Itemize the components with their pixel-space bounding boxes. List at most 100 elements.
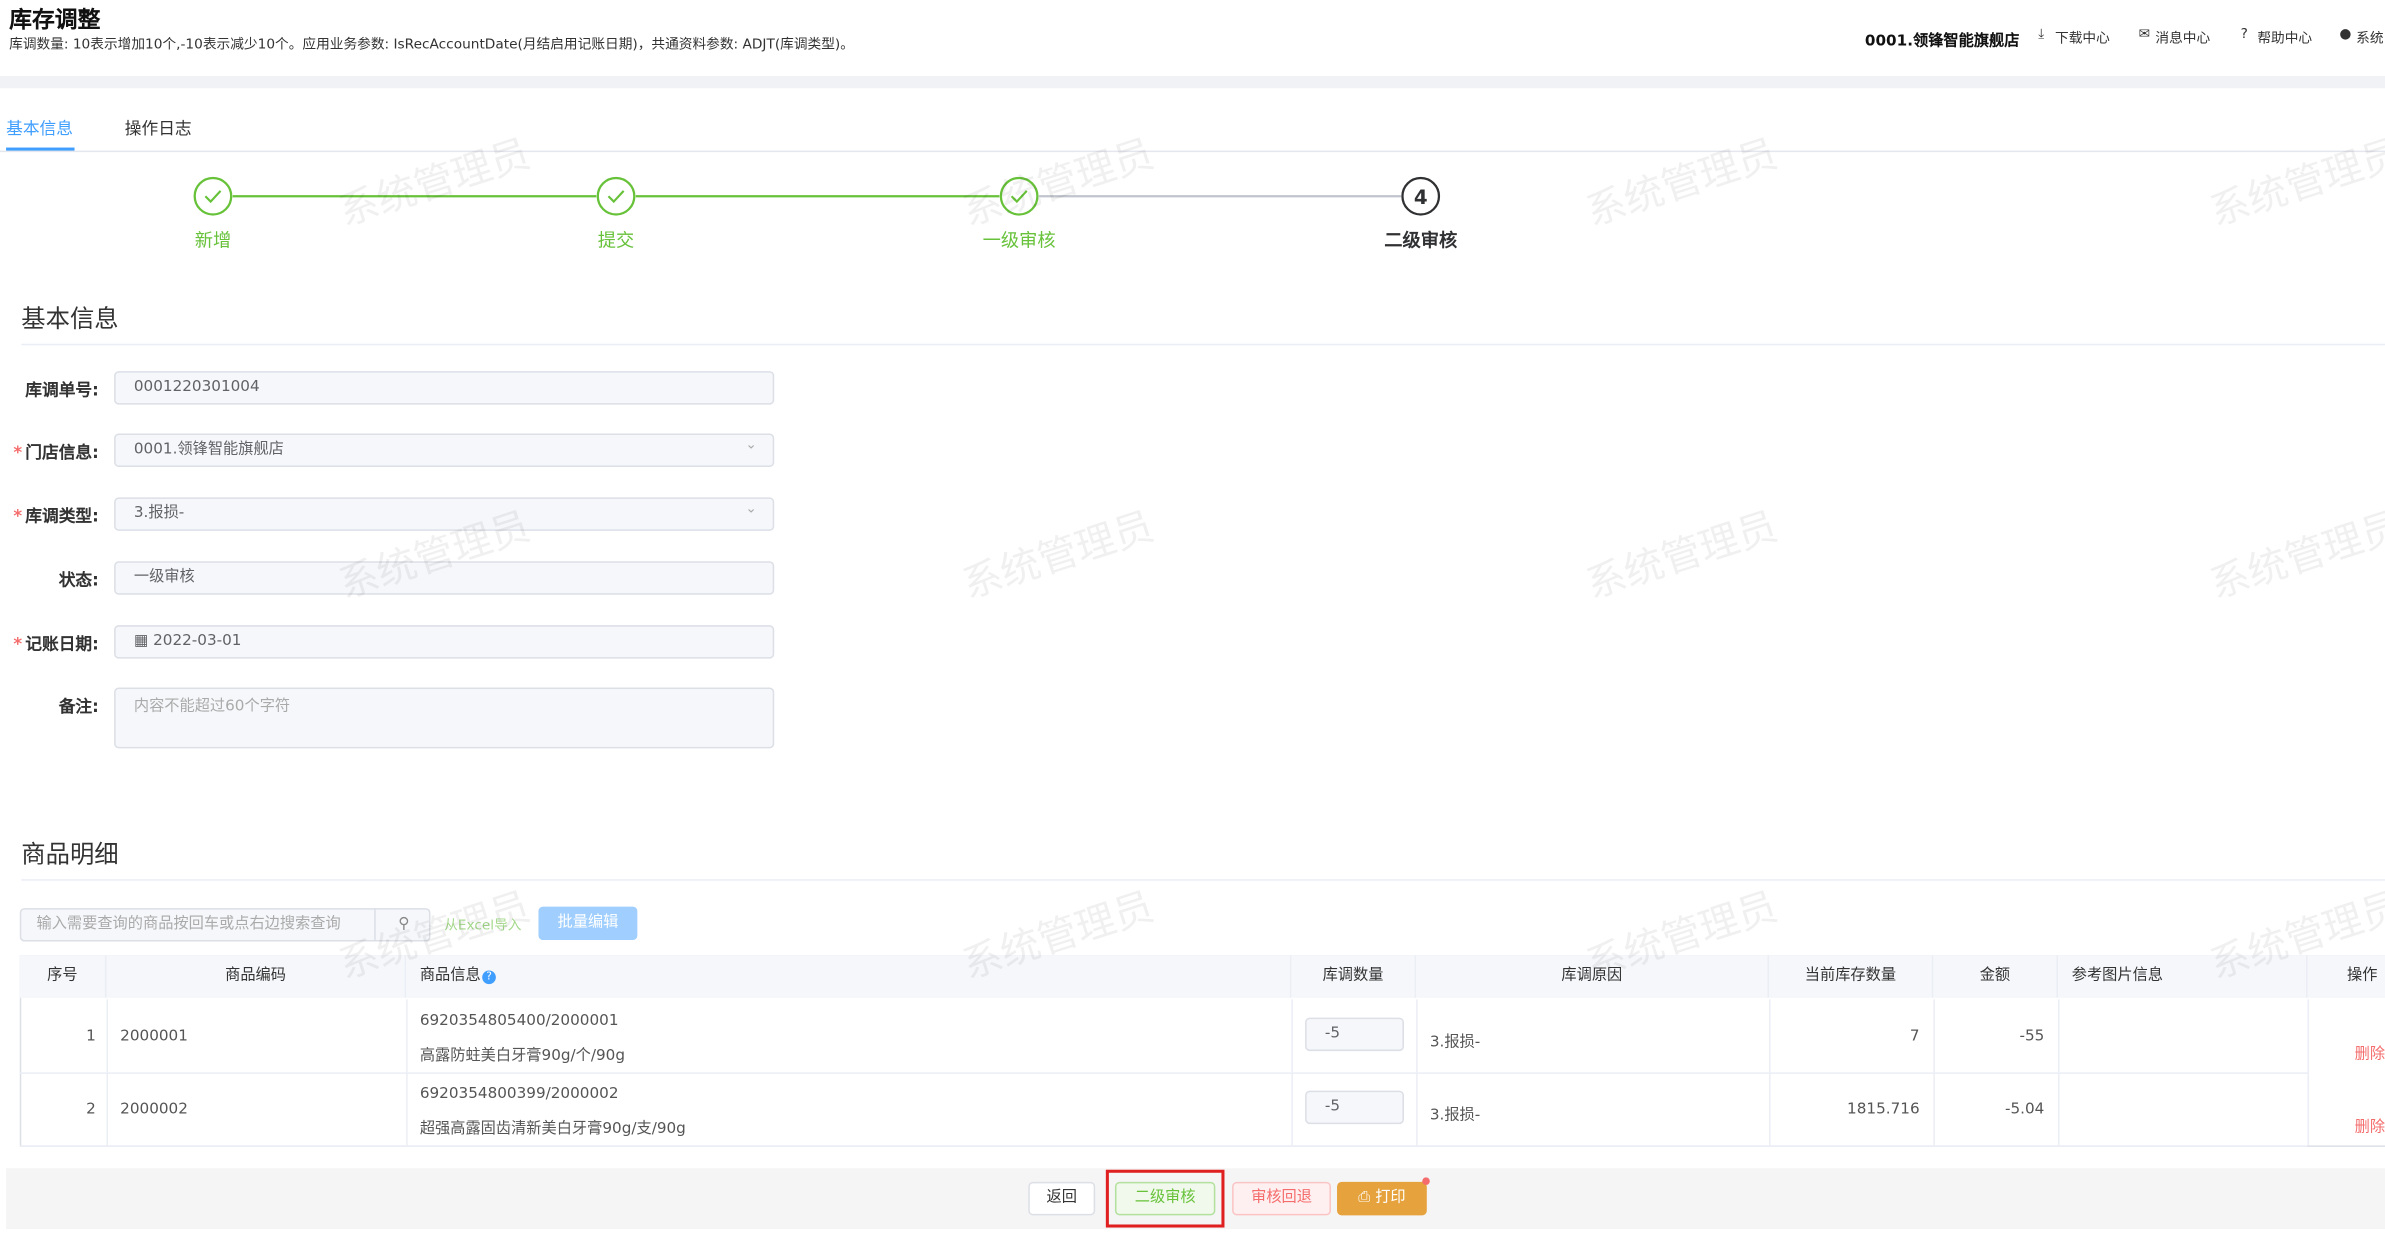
cell-reason: 3.报损- [1429, 1107, 1481, 1125]
page-title: 库存调整 [9, 6, 101, 34]
cell-qty[interactable]: -5 [1305, 1017, 1404, 1052]
back-button[interactable]: 返回 [1028, 1181, 1096, 1216]
cell-amount: -55 [2019, 1028, 2045, 1045]
cell-stock: 1815.716 [1847, 1101, 1920, 1119]
field-value: 2022-03-01 [153, 632, 242, 650]
field-value: 3.报损- [133, 505, 185, 522]
field-label: * 库调类型: [8, 503, 99, 527]
approve-button[interactable]: 二级审核 [1114, 1181, 1216, 1216]
required-mark: * [13, 634, 23, 655]
step-circle [193, 176, 233, 216]
field-value: 0001.领锋智能旗舰店 [133, 441, 284, 458]
col-line [406, 999, 408, 1073]
row-line [19, 1145, 2308, 1147]
search-button[interactable]: ⚲ [374, 908, 432, 942]
step-circle [596, 176, 636, 216]
cell-action[interactable]: 删除 [2354, 1119, 2385, 1137]
col-line [2307, 999, 2310, 1073]
print-button[interactable]: ⎙ 打印 [1337, 1181, 1427, 1216]
field-input[interactable]: 内容不能超过60个字符 [114, 687, 775, 749]
label-text: 记账日期: [25, 634, 99, 655]
help-icon[interactable]: ? [482, 970, 496, 985]
required-mark: * [13, 506, 23, 527]
field-input[interactable]: 0001220301004 [114, 371, 775, 405]
col-line [1416, 1072, 1418, 1146]
cell-barcode: 6920354800399/2000002 [419, 1086, 619, 1103]
nav-icon: ⤓ [2038, 27, 2045, 43]
nav-item[interactable]: 下载中心 [2055, 31, 2110, 48]
label-text: 门店信息: [25, 442, 99, 463]
cell-name: 高露防蛀美白牙膏90g/个/90g [419, 1048, 626, 1065]
field-label: * 记账日期: [8, 631, 99, 655]
field-input[interactable]: ▦ 2022-03-01 [114, 625, 775, 659]
field-input[interactable]: 3.报损- [114, 497, 775, 531]
cell-code: 2000001 [120, 1028, 188, 1045]
nav-item[interactable]: 帮助中心 [2257, 31, 2313, 48]
watermark: 系统管理员 [957, 504, 1160, 609]
highlight-box [1105, 1169, 1225, 1228]
field-value: 内容不能超过60个字符 [133, 698, 291, 715]
table-header: 商品信息? [406, 955, 1292, 998]
table-header: 库调原因 [1416, 955, 1770, 998]
import-link[interactable]: 从Excel导入 [444, 918, 522, 934]
col-line [1291, 999, 1293, 1073]
watermark: 系统管理员 [2204, 504, 2385, 609]
table-header: 金额 [1933, 955, 2059, 998]
step-label: 二级审核 [1384, 229, 1458, 251]
section-line [21, 879, 2385, 881]
field-value: 0001220301004 [133, 378, 260, 396]
field-input[interactable]: 一级审核 [114, 561, 775, 595]
cell-index: 1 [86, 1028, 96, 1045]
store-name[interactable]: 0001.领锋智能旗舰店 [1864, 33, 2020, 51]
field-value: 一级审核 [133, 568, 195, 586]
field-input[interactable]: 0001.领锋智能旗舰店 [114, 433, 775, 467]
table-header: 商品编码 [106, 955, 407, 998]
field-label: * 门店信息: [8, 440, 99, 464]
nav-item[interactable]: 消息中心 [2155, 31, 2211, 48]
field-label: 库调单号: [8, 377, 99, 401]
table-header: 当前库存数量 [1769, 955, 1934, 998]
table-header: 序号 [19, 955, 107, 998]
col-line [2058, 999, 2060, 1073]
steps: 新增 提交 一级审核 4 二级审核 [193, 176, 1458, 251]
print-label: 打印 [1375, 1189, 1406, 1207]
cell-action[interactable]: 删除 [2354, 1046, 2385, 1064]
table-header: 操作 [2307, 955, 2385, 998]
step-number: 4 [1414, 186, 1428, 209]
col-line [1933, 999, 1935, 1073]
search-placeholder: 输入需要查询的商品按回车或点右边搜索查询 [36, 915, 341, 933]
nav-item[interactable]: 系统 [2356, 31, 2384, 48]
watermark: 系统管理员 [1580, 504, 1784, 609]
col-line [1769, 1072, 1771, 1146]
cell-reason: 3.报损- [1429, 1034, 1481, 1052]
tab-active[interactable]: 基本信息 [6, 118, 74, 139]
step-circle [999, 176, 1039, 216]
tab[interactable]: 操作日志 [124, 118, 192, 139]
col-line [1933, 1072, 1935, 1146]
reject-button[interactable]: 审核回退 [1232, 1181, 1331, 1216]
nav-icon: ✉ [2138, 27, 2151, 43]
step-circle [1401, 176, 1441, 216]
section-title: 基本信息 [21, 304, 119, 334]
tab-line [0, 150, 2385, 153]
step-check [1010, 190, 1028, 204]
table-header: 参考图片信息 [2058, 955, 2308, 998]
search-input[interactable]: 输入需要查询的商品按回车或点右边搜索查询 [19, 908, 431, 942]
cell-code: 2000002 [120, 1101, 188, 1119]
batch-edit-button[interactable]: 批量编辑 [538, 906, 638, 941]
nav-icon: ? [2240, 27, 2248, 43]
section-line [21, 343, 2385, 346]
label-text: 库调类型: [25, 506, 99, 527]
step-label: 新增 [195, 230, 232, 251]
label-text: 备注: [58, 696, 99, 717]
page-subtitle: 库调数量: 10表示增加10个,-10表示减少10个。应用业务参数: IsRec… [9, 38, 854, 54]
cell-barcode: 6920354805400/2000001 [419, 1013, 619, 1030]
label-text: 库调单号: [25, 380, 99, 401]
col-line [1416, 999, 1418, 1073]
cell-stock: 7 [1909, 1028, 1920, 1045]
cell-qty[interactable]: -5 [1305, 1090, 1404, 1125]
cell-index: 2 [86, 1101, 96, 1119]
cell-amount: -5.04 [2005, 1101, 2045, 1119]
